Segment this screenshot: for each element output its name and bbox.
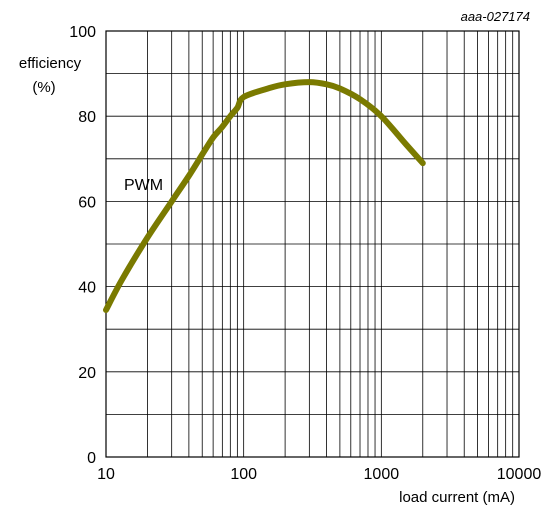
y-tick-label: 80 bbox=[78, 109, 96, 126]
x-tick-label: 10 bbox=[97, 466, 115, 483]
x-axis-title: load current (mA) bbox=[399, 489, 515, 506]
x-tick-label: 10000 bbox=[497, 466, 542, 483]
y-tick-label: 0 bbox=[87, 450, 96, 467]
figure-id: aaa-027174 bbox=[461, 9, 530, 24]
tick-labels: 0 20 40 60 80 100 10 100 1000 10000 bbox=[69, 24, 541, 483]
y-tick-label: 40 bbox=[78, 280, 96, 297]
y-axis-title-line2: (%) bbox=[32, 79, 55, 96]
series-label-pwm: PWM bbox=[124, 177, 163, 194]
series-line-pwm bbox=[103, 79, 426, 313]
grid bbox=[106, 31, 519, 457]
y-tick-label: 20 bbox=[78, 365, 96, 382]
x-tick-label: 100 bbox=[230, 466, 257, 483]
x-tick-label: 1000 bbox=[364, 466, 400, 483]
y-axis-title-line1: efficiency bbox=[19, 55, 82, 72]
y-tick-label: 100 bbox=[69, 24, 96, 41]
plot-frame bbox=[105, 30, 520, 458]
y-tick-label: 60 bbox=[78, 194, 96, 211]
